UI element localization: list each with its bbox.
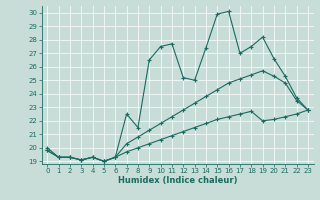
X-axis label: Humidex (Indice chaleur): Humidex (Indice chaleur) [118, 176, 237, 185]
